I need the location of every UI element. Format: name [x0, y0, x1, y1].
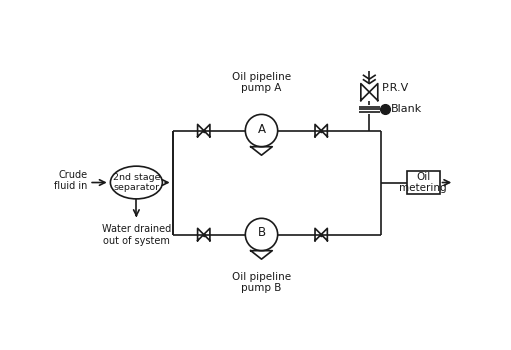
Text: A: A [258, 122, 266, 135]
Text: P.R.V: P.R.V [382, 83, 409, 93]
Text: B: B [258, 226, 266, 239]
Text: Water drained
out of system: Water drained out of system [102, 224, 171, 245]
Text: Oil
metering: Oil metering [400, 172, 447, 193]
Text: 2nd stage
separator: 2nd stage separator [112, 173, 160, 192]
Text: Crude
fluid in: Crude fluid in [54, 170, 87, 191]
Text: Blank: Blank [391, 104, 422, 114]
Text: Oil pipeline
pump A: Oil pipeline pump A [232, 72, 291, 93]
Text: Oil pipeline
pump B: Oil pipeline pump B [232, 272, 291, 293]
